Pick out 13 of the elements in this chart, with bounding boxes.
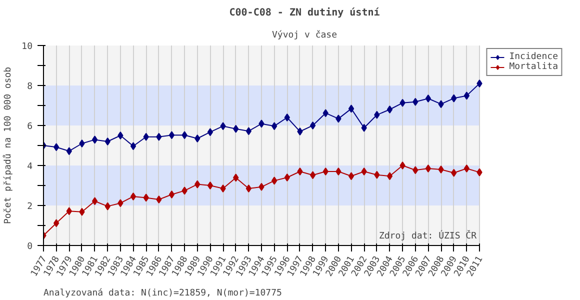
y-tick-label: 10 (22, 42, 33, 52)
y-tick-label: 0 (27, 242, 33, 252)
y-tick-label: 2 (27, 202, 33, 212)
y-tick-label: 6 (27, 122, 33, 132)
chart-title: C00-C08 - ZN dutiny ústní (229, 6, 380, 18)
y-tick-label: 8 (27, 82, 33, 92)
annotation: Zdroj dat: ÚZIS ČR (378, 230, 478, 242)
legend-label: Incidence (509, 52, 558, 62)
y-tick-label: 4 (27, 162, 33, 172)
text: Analyzovaná data: N(inc)=21859, N(mor)=10775 (44, 288, 282, 298)
legend-label: Mortalita (509, 62, 558, 72)
y-axis-title: Počet případů na 100 000 osob (2, 66, 14, 224)
chart-subtitle: Vývoj v čase (272, 30, 338, 40)
